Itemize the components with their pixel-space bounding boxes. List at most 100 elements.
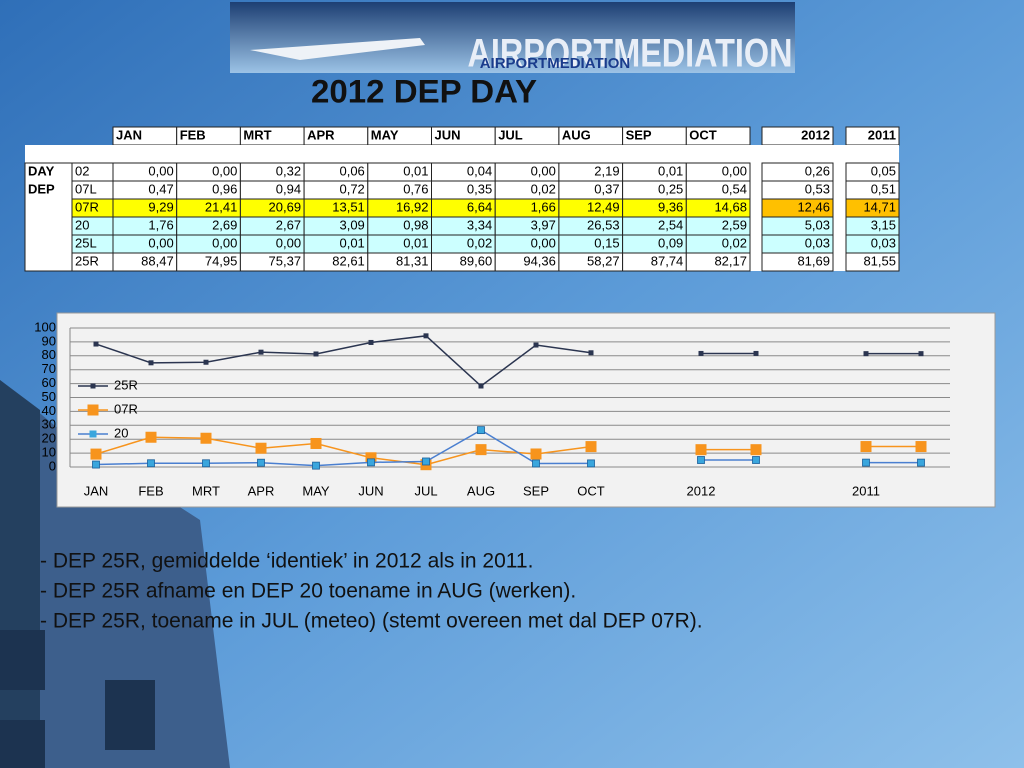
x-tick-label: JUL: [414, 483, 437, 498]
point: [585, 441, 597, 453]
table: JAN FEB MRT APR MAY JUN JUL AUG SEP OCT 2012 2011 DA…: [24, 126, 900, 272]
table-value: 1,76: [148, 217, 173, 232]
column-header: 2012: [801, 127, 830, 142]
point: [312, 461, 320, 470]
point: [148, 360, 154, 366]
table-value: 0,03: [805, 235, 830, 250]
table-value: 0,01: [658, 163, 683, 178]
table-value: 0,00: [531, 163, 556, 178]
point: [92, 460, 100, 469]
table-value: 12,49: [587, 199, 620, 214]
point: [313, 351, 319, 357]
runway-label: 02: [75, 163, 89, 178]
table-value: 9,36: [658, 199, 683, 214]
point: [368, 339, 374, 345]
point: [697, 456, 705, 464]
point: [695, 444, 707, 456]
table-value: 3,15: [871, 217, 896, 232]
point: [588, 350, 594, 356]
table-value: 0,37: [594, 181, 619, 196]
table-value: 0,25: [658, 181, 683, 196]
table-value: 82,17: [714, 253, 747, 268]
legend-marker: [90, 383, 96, 389]
point: [202, 459, 210, 468]
x-tick-label: APR: [248, 483, 275, 498]
title: 2012 DEP DAY: [311, 73, 537, 109]
point: [477, 426, 485, 435]
column-header: JUN: [435, 127, 461, 142]
column-header: OCT: [689, 127, 717, 142]
table-value: 75,37: [269, 253, 302, 268]
table-value: 3,09: [339, 217, 364, 232]
point: [255, 442, 267, 454]
table-value: 74,95: [205, 253, 238, 268]
table-value: 2,54: [658, 217, 683, 232]
series-line: [95, 429, 921, 467]
y-tick-label: 40: [42, 403, 56, 418]
column-header: APR: [307, 127, 335, 142]
point: [530, 448, 542, 460]
table-value: 0,09: [658, 235, 683, 250]
x-tick-label: FEB: [138, 483, 163, 498]
column-header: SEP: [626, 127, 652, 142]
table-value: 89,60: [460, 253, 493, 268]
logo-subtext: AIRPORTMEDIATION: [480, 55, 631, 72]
table-value: 2,69: [212, 217, 237, 232]
point: [365, 452, 377, 464]
x-tick-label: MAY: [302, 483, 330, 498]
point: [200, 432, 212, 444]
y-tick-label: 80: [42, 347, 56, 362]
table-value: 0,01: [403, 163, 428, 178]
table-value: 14,68: [714, 199, 747, 214]
column-header: 2011: [868, 127, 896, 142]
y-tick-label: 50: [42, 389, 56, 404]
x-tick-label: SEP: [523, 483, 549, 498]
point: [917, 458, 925, 467]
table-value: 0,00: [148, 235, 173, 250]
table-value: 2,67: [276, 217, 301, 232]
x-tick-label: JUN: [358, 483, 383, 498]
table-value: 0,00: [212, 163, 237, 178]
column-header: FEB: [180, 127, 206, 142]
runway-label: 07R: [75, 199, 99, 214]
table-value: 3,97: [531, 217, 556, 232]
table-value: 88,47: [141, 253, 174, 268]
table-value: 94,36: [523, 253, 556, 268]
table-value: 20,69: [269, 199, 302, 214]
point: [145, 431, 157, 443]
point: [863, 351, 869, 357]
table-value: 0,35: [467, 181, 492, 196]
table-value: 0,02: [531, 181, 556, 196]
table-value: 0,00: [212, 235, 237, 250]
table-value: 0,04: [467, 163, 492, 178]
table-value: 26,53: [587, 217, 620, 232]
y-tick-label: 100: [34, 319, 56, 334]
point: [203, 359, 209, 365]
point: [918, 351, 924, 357]
series-line: [95, 335, 921, 387]
table-value: 9,29: [148, 199, 173, 214]
table-value: 0,26: [805, 163, 830, 178]
table-value: 82,61: [332, 253, 365, 268]
table-value: 87,74: [651, 253, 684, 268]
table-value: 81,69: [797, 253, 830, 268]
column-header: AUG: [562, 127, 591, 142]
x-tick-label: 2011: [852, 483, 880, 498]
y-tick-label: 10: [42, 445, 56, 460]
point: [860, 441, 872, 453]
point: [478, 383, 484, 389]
table-value: 0,51: [871, 181, 896, 196]
point: [752, 456, 760, 464]
point: [750, 444, 762, 456]
table-value: 2,19: [594, 163, 619, 178]
table-value: 58,27: [587, 253, 620, 268]
table-value: 0,01: [403, 235, 428, 250]
plane: [250, 38, 425, 60]
table-value: 14,71: [863, 199, 896, 214]
table-value: 81,55: [863, 253, 896, 268]
table-value: 0,01: [339, 235, 364, 250]
table-value: 0,02: [467, 235, 492, 250]
point: [915, 441, 927, 453]
table-value: 21,41: [205, 199, 238, 214]
point: [258, 349, 264, 355]
